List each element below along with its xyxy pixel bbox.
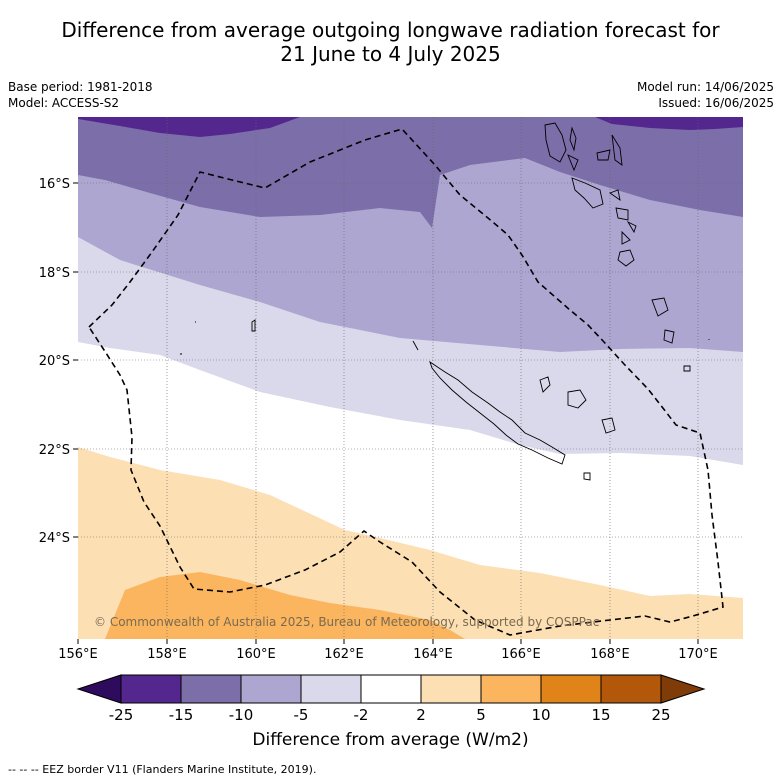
metadata-left: Base period: 1981-2018 Model: ACCESS-S2 [8,79,153,111]
colorbar-swatch [240,674,302,704]
lon-tick-168e: 168°E [590,647,630,662]
colorbar-tick: -15 [169,706,194,724]
lat-axis: 16°S 18°S 20°S 22°S 24°S [39,177,78,546]
colorbar-tick: 2 [416,706,426,724]
vanuatu-islands [544,122,675,344]
colorbar-high-extension [660,674,706,704]
colorbar-swatch [120,674,182,704]
colorbar-tick: -2 [354,706,369,724]
lat-tick-22s: 22°S [39,443,70,458]
colorbar-swatch [600,674,662,704]
colorbar-label: Difference from average (W/m2) [252,730,529,750]
copyright-notice: © Commonwealth of Australia 2025, Bureau… [94,615,599,629]
gridlines [78,117,743,639]
model-name: Model: ACCESS-S2 [8,96,120,110]
colorbar: -25 -15 -10 -5 -2 2 5 10 15 25 [76,674,706,724]
base-period: Base period: 1981-2018 [8,80,153,94]
lon-tick-164e: 164°E [413,647,453,662]
colorbar-tick: -25 [109,706,134,724]
eez-border [87,128,724,636]
colorbar-tick: -5 [294,706,309,724]
lat-tick-24s: 24°S [39,531,70,546]
lat-tick-16s: 16°S [39,177,70,192]
lon-tick-156e: 156°E [58,647,98,662]
colorbar-swatch [360,674,422,704]
eez-legend-note: -- -- -- EEZ border V11 (Flanders Marine… [8,763,317,776]
lat-tick-20s: 20°S [39,354,70,369]
colorbar-tick: 5 [476,706,486,724]
title-line-1: Difference from average outgoing longwav… [61,18,720,42]
lat-tick-18s: 18°S [39,266,70,281]
band-minus25-minus15-left [78,117,300,137]
colorbar-swatch [180,674,242,704]
colorbar-tick: 25 [651,706,670,724]
map-area: © Commonwealth of Australia 2025, Bureau… [78,117,743,639]
isle-of-pines [583,472,591,481]
colorbar-tick: -10 [229,706,254,724]
band-5-10 [105,572,465,639]
issued-date: Issued: 16/06/2025 [658,96,774,110]
small-islands-west [180,319,710,372]
metadata-right: Model run: 14/06/2025 Issued: 16/06/2025 [637,79,774,111]
lon-tick-166e: 166°E [501,647,541,662]
lon-tick-158e: 158°E [147,647,187,662]
colorbar-tick: 10 [531,706,550,724]
lon-tick-162e: 162°E [324,647,364,662]
model-run: Model run: 14/06/2025 [636,80,774,94]
lon-axis: 156°E 158°E 160°E 162°E 164°E 166°E 168°… [58,639,718,662]
colorbar-swatch [480,674,542,704]
colorbar-swatch [420,674,482,704]
colorbar-low-extension [76,674,122,704]
new-caledonia-coast [429,360,566,465]
lon-tick-160e: 160°E [236,647,276,662]
colorbar-swatch [540,674,602,704]
band-minus25-minus15-right [595,117,743,130]
coastlines [180,122,710,481]
colorbar-swatch [300,674,362,704]
band-minus15-minus10 [78,117,743,228]
loyalty-islands [539,376,616,434]
lon-tick-170e: 170°E [678,647,718,662]
map-title: Difference from average outgoing longwav… [0,18,781,66]
title-line-2: 21 June to 4 July 2025 [280,42,501,66]
colorbar-tick: 15 [591,706,610,724]
